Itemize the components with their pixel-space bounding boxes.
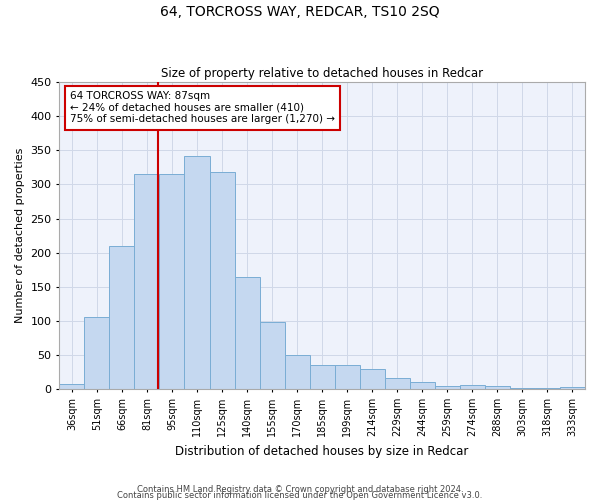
Bar [335, 366, 360, 389]
Bar [360, 368, 385, 389]
Bar [209, 172, 235, 389]
Bar [134, 174, 160, 389]
Bar [560, 387, 585, 389]
Text: Contains HM Land Registry data © Crown copyright and database right 2024.: Contains HM Land Registry data © Crown c… [137, 484, 463, 494]
Bar [235, 276, 260, 389]
Title: Size of property relative to detached houses in Redcar: Size of property relative to detached ho… [161, 66, 483, 80]
Bar [310, 366, 335, 389]
Bar [109, 246, 134, 389]
Bar [385, 378, 410, 389]
Bar [284, 355, 310, 389]
Bar [485, 386, 510, 389]
Bar [59, 384, 85, 389]
Bar [260, 322, 284, 389]
Y-axis label: Number of detached properties: Number of detached properties [15, 148, 25, 324]
Bar [460, 385, 485, 389]
Text: 64 TORCROSS WAY: 87sqm
← 24% of detached houses are smaller (410)
75% of semi-de: 64 TORCROSS WAY: 87sqm ← 24% of detached… [70, 92, 335, 124]
Bar [510, 388, 535, 389]
Bar [85, 317, 109, 389]
Bar [410, 382, 435, 389]
Bar [535, 388, 560, 389]
Bar [435, 386, 460, 389]
Text: 64, TORCROSS WAY, REDCAR, TS10 2SQ: 64, TORCROSS WAY, REDCAR, TS10 2SQ [160, 5, 440, 19]
Bar [184, 156, 209, 389]
Bar [160, 174, 184, 389]
Text: Contains public sector information licensed under the Open Government Licence v3: Contains public sector information licen… [118, 490, 482, 500]
X-axis label: Distribution of detached houses by size in Redcar: Distribution of detached houses by size … [175, 444, 469, 458]
